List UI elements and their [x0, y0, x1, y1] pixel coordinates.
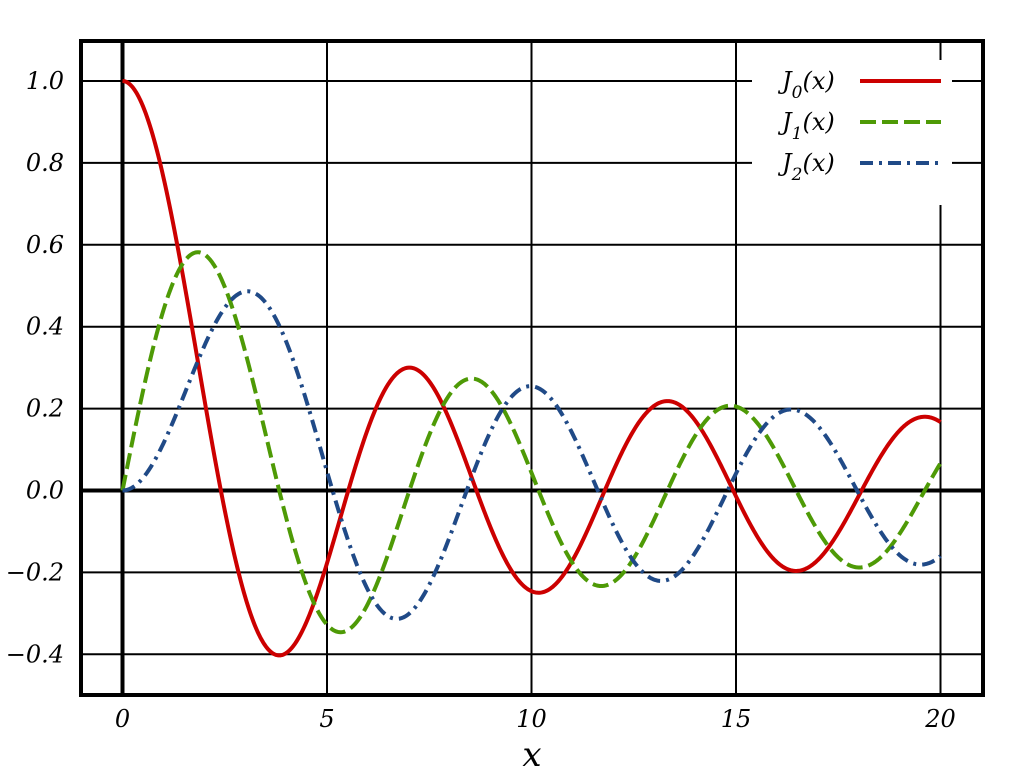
legend-label-argument: (x) — [802, 67, 834, 95]
tick-labels: 0 5 10 15 20−0.4−0.20.00.20.40.60.81.0 — [6, 67, 956, 733]
y-tick-label: 0.4 — [26, 313, 64, 341]
y-tick-label: 1.0 — [26, 67, 64, 95]
y-tick-label: 0.8 — [26, 149, 64, 177]
y-tick-label: −0.2 — [6, 558, 64, 586]
series-line-j1 — [120, 250, 943, 635]
x-tick-label: 10 — [516, 705, 547, 733]
series-lines — [120, 79, 943, 658]
x-tick-label: 15 — [721, 705, 752, 733]
legend-label-argument: (x) — [802, 149, 834, 177]
zero-axes — [81, 41, 983, 695]
legend-label-argument: (x) — [802, 108, 834, 136]
series-line-j0 — [121, 79, 942, 658]
plot-frame — [79, 39, 985, 697]
legend-label-subscript: 1 — [792, 124, 803, 144]
x-tick-label: 20 — [924, 705, 956, 733]
series-line-j2 — [121, 289, 942, 621]
y-tick-label: 0.2 — [26, 395, 64, 423]
y-tick-label: 0.0 — [26, 477, 64, 505]
y-tick-label: 0.6 — [26, 231, 64, 259]
x-tick-label: 5 — [319, 705, 334, 733]
legend: J0(x)J1(x)J2(x) — [752, 60, 952, 205]
legend-label-subscript: 0 — [792, 83, 803, 103]
legend-background — [752, 60, 952, 205]
legend-label-subscript: 2 — [791, 165, 803, 185]
x-axis-title: x — [522, 735, 541, 775]
y-tick-label: −0.4 — [6, 640, 64, 668]
x-tick-label: 0 — [115, 705, 130, 733]
